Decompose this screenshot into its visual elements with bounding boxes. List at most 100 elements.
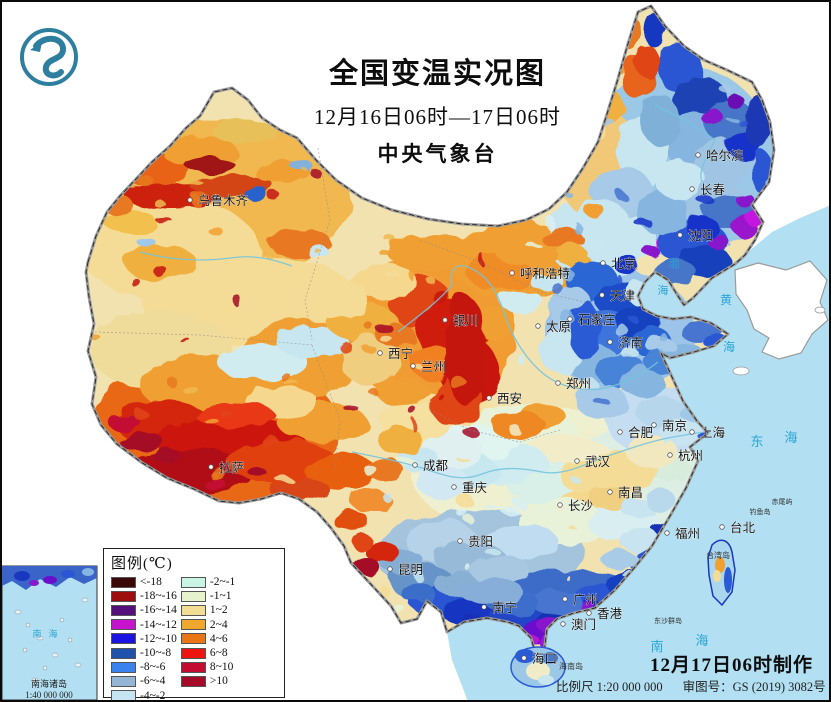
dongsha-island-label: 东沙群岛: [654, 616, 682, 625]
city-label: 长沙: [568, 499, 594, 513]
legend-range-label: -16~-14: [140, 604, 177, 617]
legend-item: -4~-2: [111, 689, 177, 702]
legend-item: -10~-8: [111, 646, 177, 660]
legend-range-label: -10~-8: [140, 647, 172, 660]
diaoyu-island-label: 钓鱼岛: [750, 507, 771, 516]
legend-item: 4~6: [180, 632, 235, 646]
city-marker-dot: [208, 464, 214, 470]
legend-item: 2~4: [180, 618, 235, 632]
city-label: 南宁: [492, 600, 517, 615]
legend-swatch: [111, 604, 136, 616]
city-label: 长春: [700, 183, 726, 197]
city-label: 南昌: [618, 485, 643, 500]
donghai-label: 海: [784, 430, 797, 445]
legend-swatch: [180, 633, 206, 645]
time-period: 12月16日06时—17日06时: [314, 105, 561, 129]
city-label: 广州: [573, 593, 598, 607]
city-marker-dot: [667, 452, 673, 458]
legend-range-label: -6~-4: [140, 675, 166, 688]
city-label: 银川: [453, 314, 478, 328]
legend-swatch: [111, 690, 136, 702]
inset-title: 南海诸岛: [31, 678, 67, 689]
city-label: 郑州: [566, 376, 591, 391]
legend-item: -16~-14: [111, 603, 177, 617]
legend-item: -8~-6: [111, 660, 177, 674]
city-marker-dot: [599, 292, 605, 298]
city-marker-dot: [617, 429, 623, 435]
city-marker-dot: [689, 186, 695, 192]
legend-swatch: [180, 604, 206, 616]
city-label: 合肥: [628, 425, 654, 440]
legend-item: -1~1: [180, 589, 235, 603]
city-label: 沈阳: [688, 228, 713, 243]
legend: 图例(℃) <-18 -18~-16 -16~-14 -14~-12 -12~-10 -1…: [103, 548, 285, 702]
city-marker-dot: [412, 462, 418, 468]
city-marker-dot: [695, 152, 701, 158]
city-marker-dot: [187, 197, 193, 203]
legend-item: -2~-1: [180, 575, 236, 589]
legend-swatch: [111, 576, 136, 588]
legend-item: <-18: [111, 575, 177, 589]
city-label: 天津: [610, 289, 635, 303]
city-label: 呼和浩特: [520, 266, 570, 281]
inset-scale: 1:40 000 000: [25, 690, 73, 700]
city-marker-dot: [535, 323, 541, 329]
legend-swatch: [180, 576, 206, 588]
city-label: 西安: [497, 391, 522, 406]
small-geo-labels: 台湾岛 海南岛 钓鱼岛 赤尾屿 东沙群岛: [559, 497, 793, 671]
taiwan-island: [707, 539, 736, 607]
city-label: 福州: [675, 526, 700, 541]
city-label: 台北: [730, 520, 756, 535]
legend-item: 6~8: [180, 646, 235, 660]
sea-labels: 渤 海 黄 海 东 海 南 海: [650, 257, 797, 654]
legend-column: -2~-1 -1~1 1~2 2~4 4~6 6~8 8~10 >10: [180, 575, 236, 702]
sea-area: [447, 205, 831, 702]
city-marker-dot: [664, 530, 670, 536]
city-marker-dot: [509, 270, 515, 276]
legend-item: >10: [180, 674, 235, 688]
province-borders: [94, 147, 586, 471]
cma-logo: [20, 28, 78, 86]
city-marker-dot: [410, 363, 416, 369]
production-timestamp: 12月17日06时制作: [649, 655, 813, 676]
city-label: 贵阳: [468, 535, 493, 549]
map-title-block: 全国变温实况图 12月16日06时—17日06时 中央气象台: [265, 50, 610, 168]
nanhai-label: 南: [650, 639, 663, 654]
legend-range-label: -18~-16: [140, 590, 177, 603]
city-label: 昆明: [398, 563, 423, 577]
city-marker-dot: [557, 502, 563, 508]
legend-swatch: [111, 633, 136, 645]
legend-range-label: -14~-12: [140, 618, 177, 631]
scale-text: 比例尺 1:20 000 000: [556, 680, 663, 694]
legend-item: 1~2: [180, 603, 235, 617]
bohai-label: 渤: [669, 257, 680, 270]
city-marker-dot: [586, 610, 592, 616]
map-scale-line: 比例尺 1:20 000 000 审图号：GS (2019) 3082号: [556, 676, 826, 695]
city-label: 兰州: [421, 360, 446, 374]
city-marker-dot: [555, 380, 561, 386]
huanghai-label: 海: [723, 339, 735, 354]
legend-swatch: [180, 590, 206, 602]
legend-range-label: -2~-1: [209, 576, 236, 589]
inset-sea-label: 南: [32, 628, 41, 639]
city-label: 重庆: [462, 480, 488, 495]
legend-range-label: 4~6: [209, 632, 228, 645]
hainan-island-label: 海南岛: [559, 661, 583, 671]
city-label: 武汉: [585, 455, 611, 469]
city-label: 太原: [546, 319, 571, 334]
city-marker-dot: [567, 316, 573, 322]
legend-range-label: <-18: [140, 576, 162, 589]
city-marker-dot: [607, 339, 613, 345]
legend-swatch: [111, 661, 136, 673]
city-label: 上海: [700, 425, 726, 440]
legend-range-label: 2~4: [209, 618, 228, 631]
city-label: 海口: [532, 651, 557, 666]
legend-range-label: -8~-6: [140, 661, 166, 674]
legend-range-label: -1~1: [209, 590, 232, 603]
city-label: 哈尔滨: [706, 148, 744, 163]
legend-range-label: 8~10: [209, 661, 234, 674]
legend-swatch: [180, 661, 206, 673]
taiwan-island-label: 台湾岛: [706, 550, 730, 560]
city-marker-dot: [442, 317, 448, 323]
